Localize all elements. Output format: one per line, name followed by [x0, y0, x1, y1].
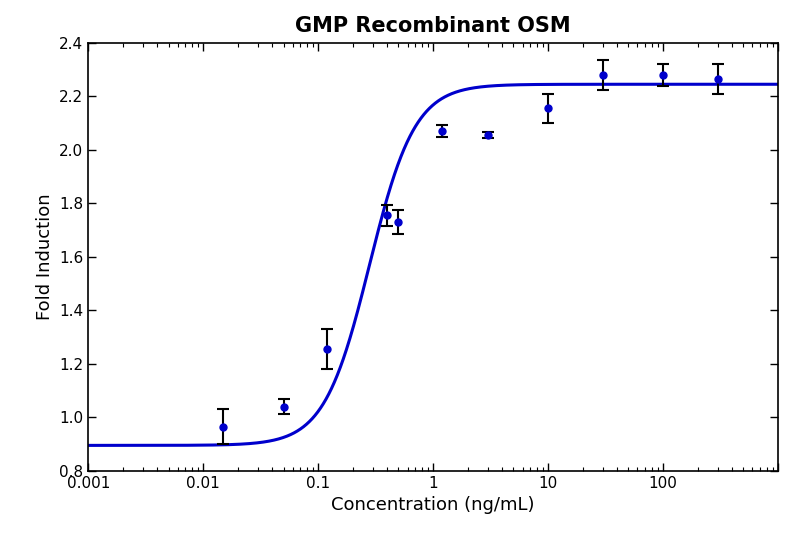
- X-axis label: Concentration (ng/mL): Concentration (ng/mL): [331, 496, 535, 514]
- Y-axis label: Fold Induction: Fold Induction: [35, 194, 54, 320]
- Title: GMP Recombinant OSM: GMP Recombinant OSM: [295, 16, 571, 36]
